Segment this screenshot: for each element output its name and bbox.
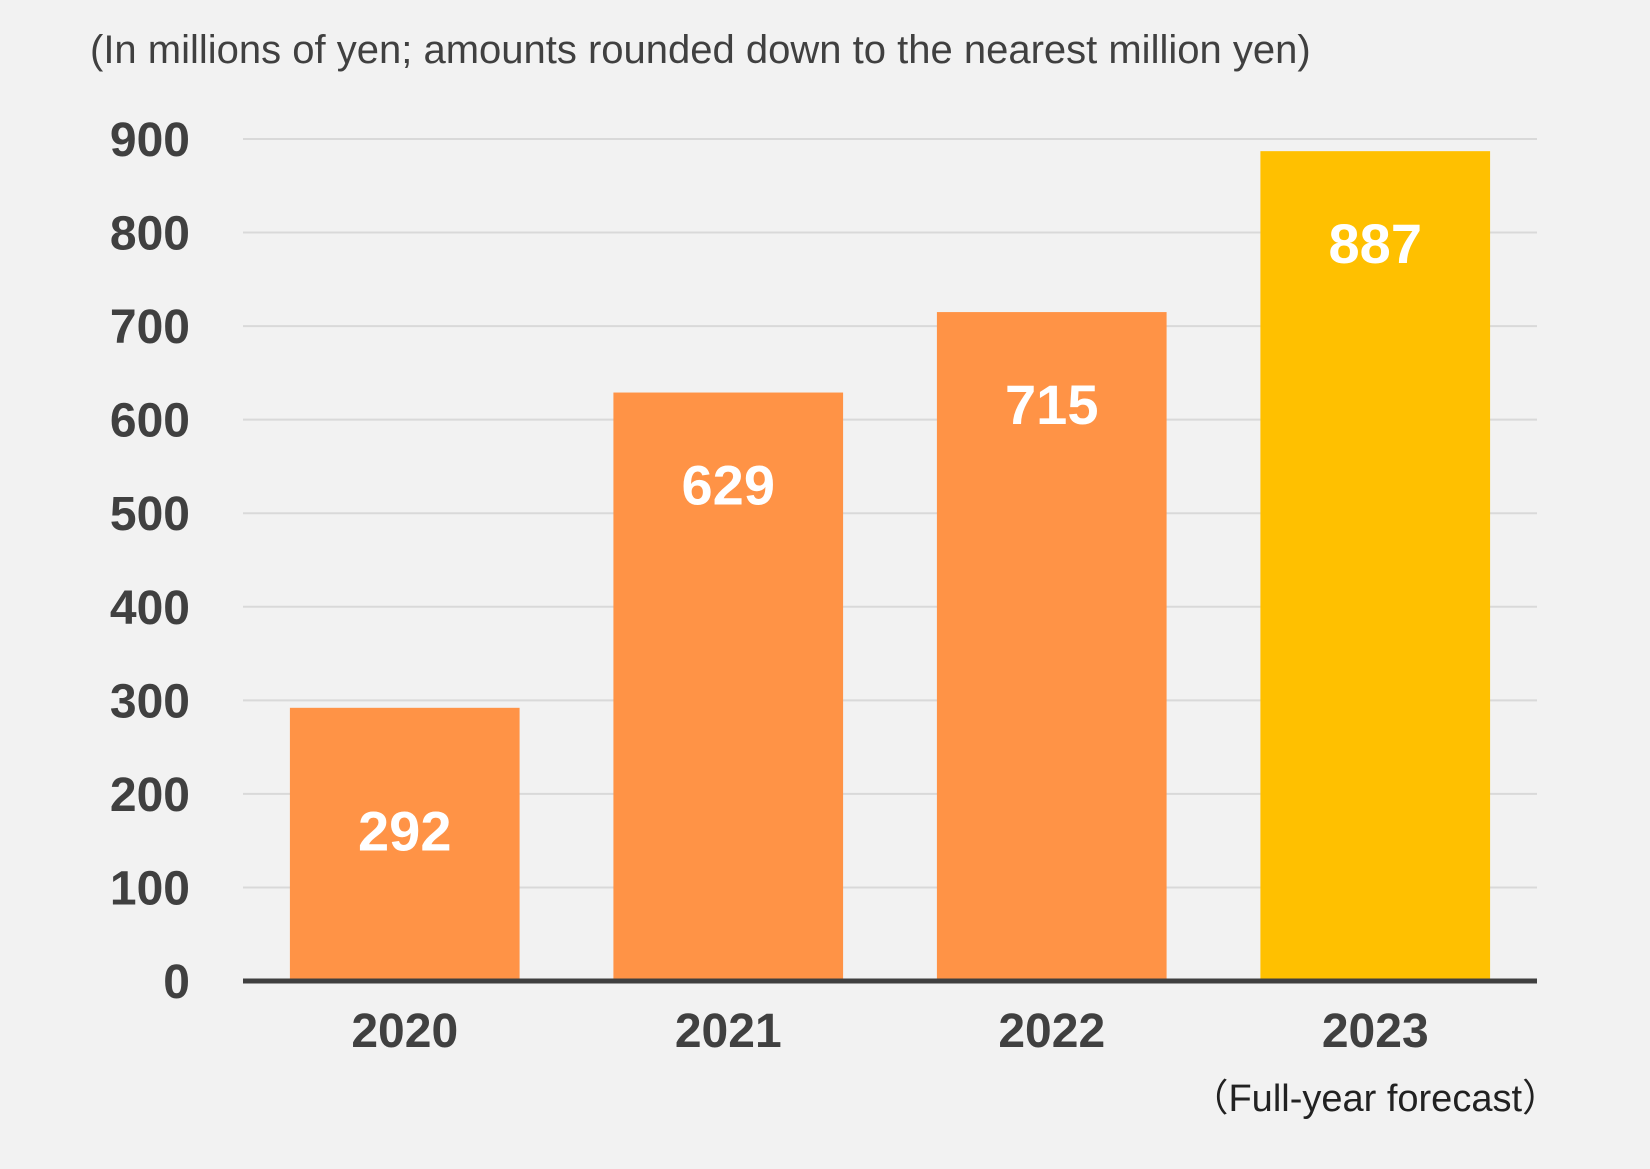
data-label: 887: [1329, 212, 1422, 275]
y-tick-label: 800: [110, 208, 190, 261]
bar-2020: [289, 707, 520, 981]
y-tick-label: 700: [110, 301, 190, 354]
data-label: 715: [1005, 373, 1098, 436]
x-category-label: 2020: [351, 1005, 458, 1058]
forecast-note: （Full-year forecast）: [1190, 1078, 1560, 1120]
bar-2023: [1260, 151, 1491, 981]
x-category-label: 2021: [675, 1005, 782, 1058]
y-tick-label: 500: [110, 488, 190, 541]
y-tick-label: 900: [110, 114, 190, 167]
data-label: 292: [358, 800, 451, 863]
y-tick-label: 100: [110, 862, 190, 915]
y-tick-label: 300: [110, 675, 190, 728]
y-tick-label: 400: [110, 582, 190, 635]
x-category-label: 2023: [1322, 1005, 1429, 1058]
y-tick-label: 600: [110, 395, 190, 448]
x-category-label: 2022: [998, 1005, 1105, 1058]
bar-2021: [613, 392, 844, 982]
data-labels: 292 629 715 887: [358, 212, 1422, 863]
bars: [289, 151, 1491, 982]
y-tick-label: 200: [110, 769, 190, 822]
y-tick-label: 0: [163, 956, 190, 1009]
bar-2022: [936, 312, 1167, 982]
unit-note: (In millions of yen; amounts rounded dow…: [90, 28, 1311, 72]
data-label: 629: [682, 454, 775, 517]
x-axis-categories: 2020 2021 2022 2023 （Full-year forecast）: [351, 1005, 1560, 1120]
y-axis-ticks: 0 100 200 300 400 500 600 700 800 900: [110, 114, 190, 1009]
